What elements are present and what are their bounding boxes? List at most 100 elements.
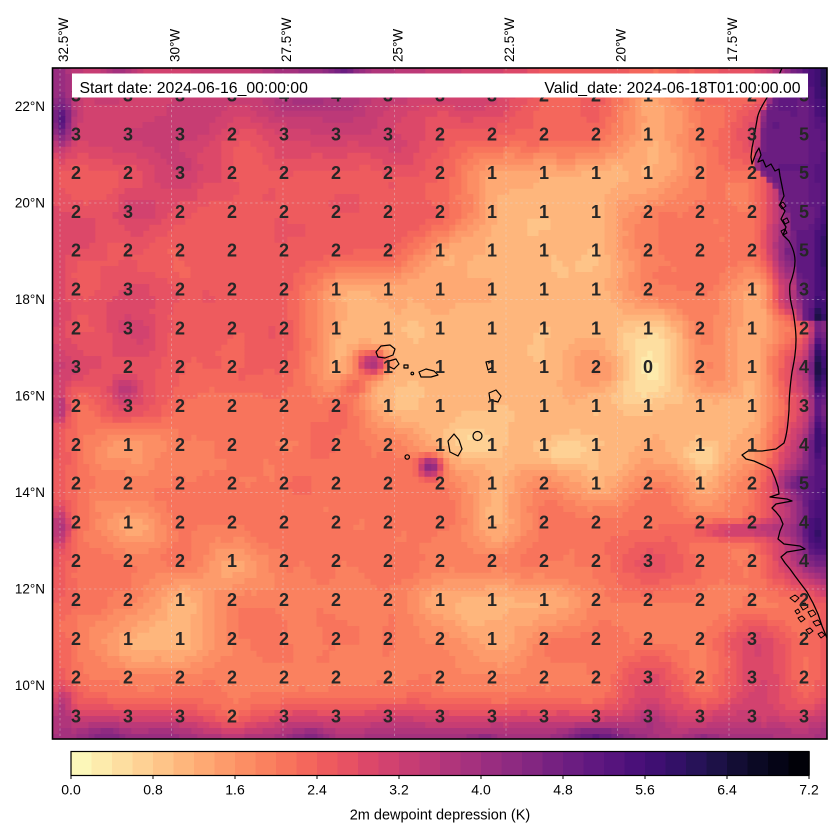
- svg-text:5: 5: [799, 241, 809, 261]
- svg-text:2: 2: [539, 668, 549, 688]
- svg-text:3: 3: [175, 707, 185, 727]
- svg-text:2: 2: [539, 512, 549, 532]
- svg-text:2: 2: [331, 202, 341, 222]
- svg-text:2: 2: [747, 551, 757, 571]
- svg-text:27.5°W: 27.5°W: [279, 17, 294, 62]
- svg-text:2: 2: [695, 280, 705, 300]
- svg-text:3: 3: [279, 124, 289, 144]
- svg-text:3: 3: [123, 318, 133, 338]
- svg-text:2: 2: [331, 241, 341, 261]
- svg-text:2: 2: [591, 124, 601, 144]
- svg-text:3: 3: [799, 280, 809, 300]
- svg-text:3: 3: [747, 124, 757, 144]
- svg-text:3: 3: [123, 124, 133, 144]
- svg-text:2: 2: [695, 512, 705, 532]
- svg-text:2: 2: [383, 474, 393, 494]
- svg-text:2: 2: [175, 241, 185, 261]
- svg-text:1: 1: [383, 357, 393, 377]
- svg-text:3: 3: [71, 707, 81, 727]
- svg-text:2: 2: [227, 163, 237, 183]
- svg-text:2: 2: [227, 707, 237, 727]
- svg-text:1: 1: [643, 435, 653, 455]
- svg-text:3: 3: [71, 357, 81, 377]
- svg-text:2: 2: [383, 202, 393, 222]
- svg-text:2: 2: [175, 280, 185, 300]
- svg-text:1: 1: [695, 474, 705, 494]
- svg-text:2: 2: [383, 590, 393, 610]
- svg-text:3: 3: [123, 707, 133, 727]
- svg-text:0: 0: [643, 357, 653, 377]
- svg-text:18°N: 18°N: [15, 292, 45, 307]
- svg-text:1: 1: [539, 590, 549, 610]
- svg-text:2: 2: [591, 512, 601, 532]
- svg-text:2: 2: [175, 357, 185, 377]
- svg-text:1: 1: [591, 435, 601, 455]
- svg-text:2: 2: [487, 551, 497, 571]
- svg-text:1: 1: [539, 357, 549, 377]
- svg-text:2: 2: [591, 668, 601, 688]
- svg-text:1: 1: [487, 512, 497, 532]
- svg-text:25°W: 25°W: [391, 29, 406, 62]
- svg-text:2: 2: [71, 474, 81, 494]
- svg-text:2: 2: [123, 668, 133, 688]
- svg-text:2: 2: [227, 357, 237, 377]
- svg-text:2: 2: [71, 396, 81, 416]
- svg-text:3: 3: [71, 124, 81, 144]
- svg-text:2: 2: [71, 280, 81, 300]
- svg-text:4: 4: [799, 512, 809, 532]
- svg-text:2: 2: [383, 435, 393, 455]
- svg-text:1: 1: [539, 396, 549, 416]
- svg-text:2: 2: [695, 357, 705, 377]
- svg-text:1: 1: [695, 396, 705, 416]
- svg-text:30°W: 30°W: [168, 29, 183, 62]
- svg-text:2: 2: [747, 512, 757, 532]
- svg-text:1: 1: [487, 241, 497, 261]
- svg-text:2: 2: [747, 163, 757, 183]
- svg-text:1: 1: [123, 512, 133, 532]
- svg-text:1: 1: [591, 474, 601, 494]
- svg-text:12°N: 12°N: [15, 582, 45, 597]
- svg-text:2: 2: [227, 590, 237, 610]
- svg-text:2: 2: [279, 202, 289, 222]
- svg-text:2: 2: [227, 512, 237, 532]
- svg-text:3: 3: [695, 707, 705, 727]
- svg-text:2: 2: [799, 590, 809, 610]
- svg-text:3: 3: [747, 668, 757, 688]
- svg-text:2: 2: [71, 629, 81, 649]
- svg-text:3: 3: [487, 707, 497, 727]
- svg-text:16°N: 16°N: [15, 389, 45, 404]
- svg-text:1: 1: [435, 396, 445, 416]
- svg-text:2: 2: [71, 512, 81, 532]
- svg-text:1: 1: [643, 396, 653, 416]
- svg-text:1: 1: [487, 163, 497, 183]
- svg-text:1: 1: [435, 357, 445, 377]
- svg-text:2: 2: [435, 163, 445, 183]
- svg-text:2: 2: [695, 163, 705, 183]
- svg-text:5.6: 5.6: [635, 782, 655, 798]
- svg-text:1: 1: [487, 318, 497, 338]
- svg-text:1: 1: [591, 280, 601, 300]
- svg-text:2: 2: [695, 668, 705, 688]
- svg-text:2: 2: [539, 474, 549, 494]
- svg-text:1: 1: [643, 124, 653, 144]
- svg-text:1: 1: [539, 318, 549, 338]
- svg-text:4.0: 4.0: [471, 782, 491, 798]
- svg-text:2: 2: [487, 668, 497, 688]
- svg-text:1: 1: [331, 357, 341, 377]
- svg-text:2: 2: [799, 668, 809, 688]
- svg-text:1: 1: [487, 590, 497, 610]
- svg-text:2: 2: [123, 163, 133, 183]
- svg-text:20°W: 20°W: [614, 29, 629, 62]
- svg-text:2: 2: [227, 435, 237, 455]
- svg-text:2: 2: [175, 668, 185, 688]
- svg-text:5: 5: [799, 474, 809, 494]
- svg-text:2: 2: [71, 202, 81, 222]
- svg-text:2: 2: [71, 435, 81, 455]
- svg-text:1: 1: [487, 280, 497, 300]
- svg-text:2: 2: [643, 590, 653, 610]
- svg-text:1: 1: [331, 318, 341, 338]
- svg-text:4: 4: [799, 551, 809, 571]
- svg-text:1: 1: [383, 396, 393, 416]
- svg-text:2: 2: [331, 668, 341, 688]
- svg-text:3: 3: [435, 707, 445, 727]
